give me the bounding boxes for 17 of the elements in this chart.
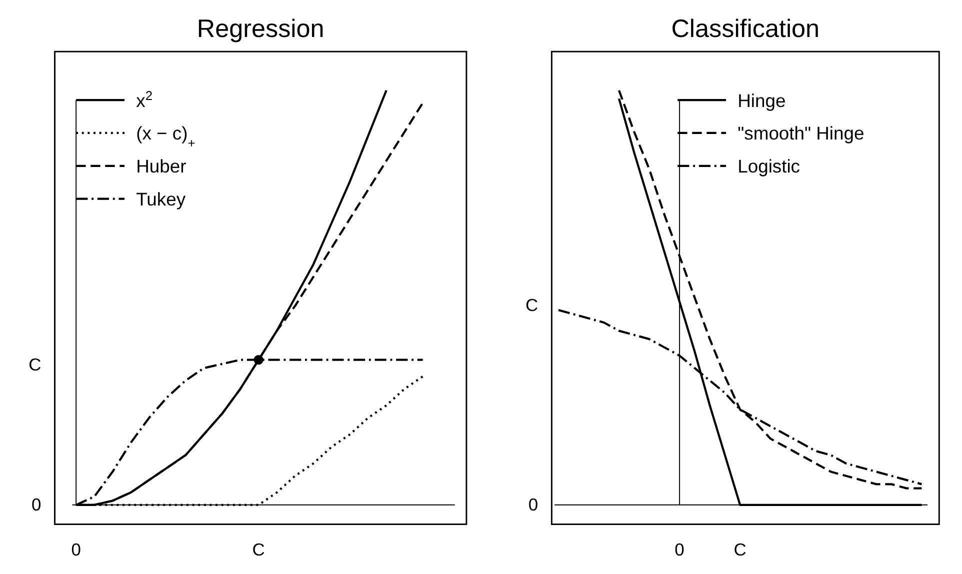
text: C xyxy=(28,354,42,374)
text: 0 xyxy=(32,494,42,515)
x-tick-label: C xyxy=(252,539,265,560)
legend-label: Tukey xyxy=(136,188,186,210)
chart-title: Regression xyxy=(196,15,324,44)
legend-label: Hinge xyxy=(738,90,786,111)
chart-title: Classification xyxy=(671,15,820,44)
legend-label: Huber xyxy=(136,156,186,177)
text: C xyxy=(526,295,538,316)
legend-label: "smooth" Hinge xyxy=(738,122,864,144)
x-tick-label: C xyxy=(734,539,746,560)
text: 0 xyxy=(528,494,538,515)
legend-label: x$^{2}$ xyxy=(136,87,153,111)
legend-label: (x − c)$_{+}$ xyxy=(136,122,196,150)
x-tick-label: 0 xyxy=(71,539,82,560)
x-tick-label: 0 xyxy=(674,539,685,560)
legend-label: Logistic xyxy=(738,156,800,177)
